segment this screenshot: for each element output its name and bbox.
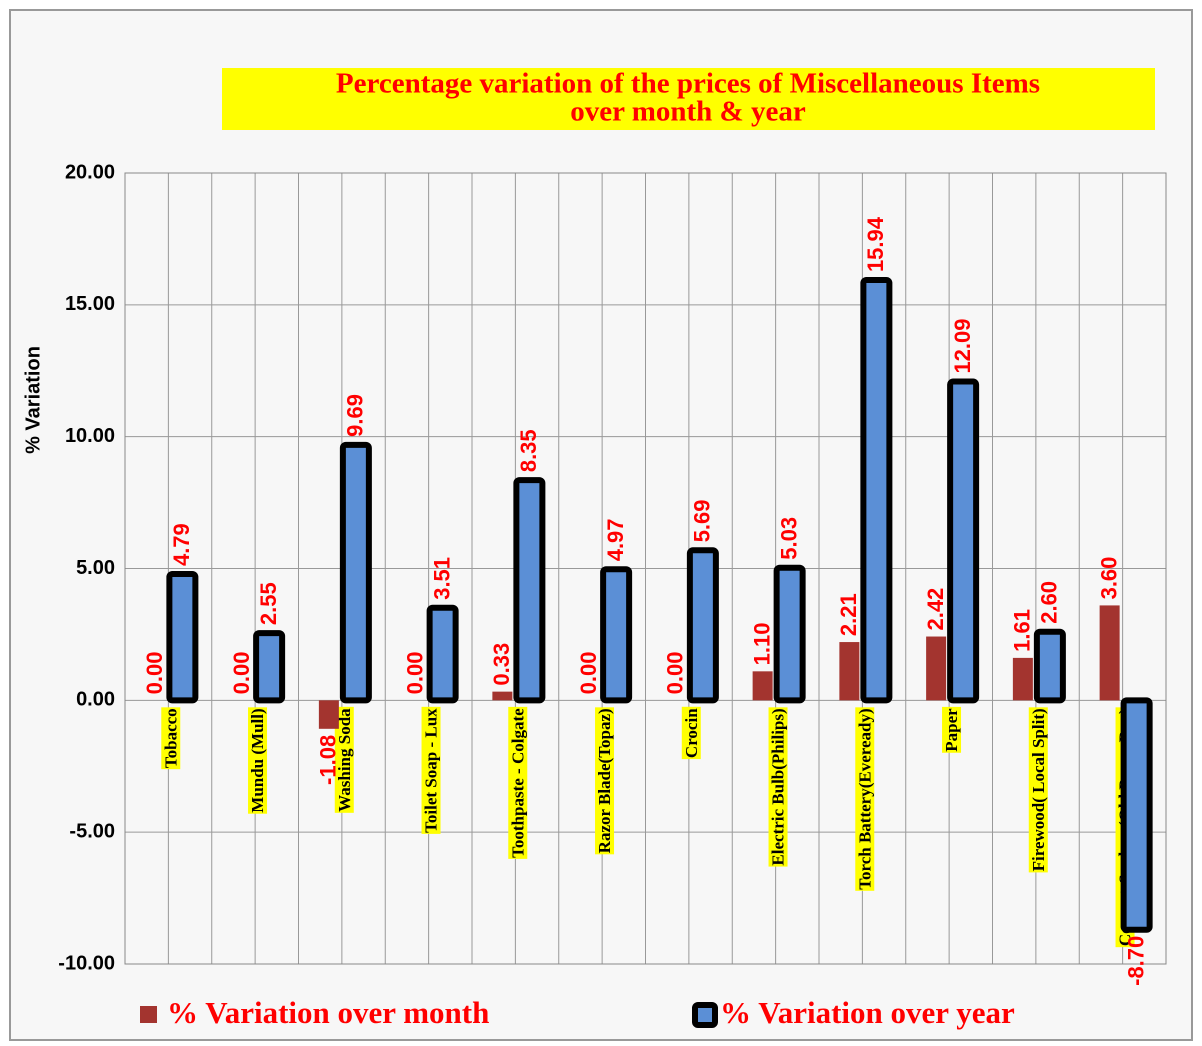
y-tick-label: 20.00: [65, 161, 115, 183]
x-tick-label: Washing Soda: [335, 708, 354, 812]
x-tick-label: Toothpaste - Colgate: [508, 708, 527, 858]
bar: [339, 441, 372, 704]
x-tick-label: Razor Blade(Topaz): [595, 708, 614, 853]
value-label: 0.00: [229, 652, 254, 695]
value-label: 2.55: [256, 582, 281, 625]
bar: [1033, 628, 1066, 704]
legend-swatch: [692, 1002, 718, 1028]
bar: [1099, 605, 1120, 701]
legend-label: % Variation over year: [720, 995, 1015, 1030]
value-label: 1.61: [1010, 609, 1035, 652]
bar: [253, 630, 286, 704]
value-label: 0.00: [142, 652, 167, 695]
x-tick-label-bg: [161, 707, 181, 770]
bar: [426, 604, 459, 704]
x-tick-label: Paper: [942, 708, 961, 752]
bar: [773, 564, 806, 704]
x-tick-label-bg: [508, 706, 528, 859]
value-label: 15.94: [863, 216, 888, 272]
chart-title: Percentage variation of the prices of Mi…: [336, 68, 1040, 100]
value-label: 5.69: [690, 499, 715, 542]
bar: [166, 571, 199, 704]
x-tick-label-bg: [942, 706, 962, 753]
x-tick-label-bg: [855, 707, 875, 891]
y-tick-label: 5.00: [76, 557, 115, 579]
bar: [752, 671, 773, 701]
legend-label: % Variation over month: [167, 995, 489, 1030]
plot-border: [124, 172, 1167, 965]
value-label: 0.00: [402, 652, 427, 695]
x-tick-label: Tobacco: [161, 708, 180, 768]
bar: [492, 691, 513, 701]
x-tick-label-bg: [595, 707, 615, 855]
value-label: -1.08: [316, 735, 341, 785]
legend-swatch: [140, 1006, 157, 1023]
y-tick-label: 0.00: [76, 689, 115, 711]
y-tick-label: 15.00: [65, 293, 115, 315]
x-tick-label-bg: [248, 707, 268, 814]
bar: [600, 566, 633, 704]
value-label: 4.97: [603, 518, 628, 561]
y-tick-label: -5.00: [69, 820, 115, 842]
value-label: 5.03: [776, 517, 801, 560]
value-label: 3.60: [1096, 557, 1121, 600]
value-label: 3.51: [429, 557, 454, 600]
chart-title: over month & year: [570, 96, 806, 128]
x-tick-label: Toilet Soap - Lux: [422, 708, 441, 833]
value-label: 2.21: [836, 593, 861, 636]
x-tick-label-bg: [334, 706, 354, 813]
bar: [860, 277, 893, 704]
x-tick-label: Mundu (Mull): [248, 708, 267, 812]
value-label: 0.00: [663, 652, 688, 695]
y-tick-label: 10.00: [65, 425, 115, 447]
x-tick-label: Firewood( Local Split): [1029, 708, 1048, 871]
x-tick-label: Torch Battery(Eveready): [855, 708, 874, 889]
bar: [1012, 657, 1033, 701]
bar: [839, 642, 860, 701]
value-label: 8.35: [516, 429, 541, 472]
chart-frame: [9, 9, 1193, 1041]
y-tick-label: -10.00: [58, 952, 115, 974]
bar: [686, 547, 719, 704]
x-tick-label: Crocin: [682, 708, 701, 758]
value-label: 2.42: [923, 588, 948, 631]
x-tick-label-bg: [421, 706, 441, 834]
value-label: 0.33: [489, 643, 514, 686]
value-label: 1.10: [749, 623, 774, 666]
y-axis-label: % Variation: [22, 346, 44, 454]
value-label: 4.79: [169, 523, 194, 566]
value-label: 0.00: [576, 652, 601, 695]
bar: [513, 477, 546, 704]
x-tick-label-bg: [768, 707, 788, 867]
bar: [1120, 697, 1153, 933]
value-label: 9.69: [343, 394, 368, 437]
title-box: [222, 68, 1155, 130]
bar: [947, 378, 980, 704]
x-tick-label-bg: [681, 706, 701, 760]
value-label: 2.60: [1037, 581, 1062, 624]
x-tick-label: Electric Bulb(Philips): [769, 708, 788, 865]
value-label: -8.70: [1123, 936, 1148, 986]
value-label: 12.09: [950, 318, 975, 373]
bar: [926, 636, 947, 701]
bar: [318, 700, 339, 729]
x-tick-label-bg: [1028, 707, 1048, 873]
